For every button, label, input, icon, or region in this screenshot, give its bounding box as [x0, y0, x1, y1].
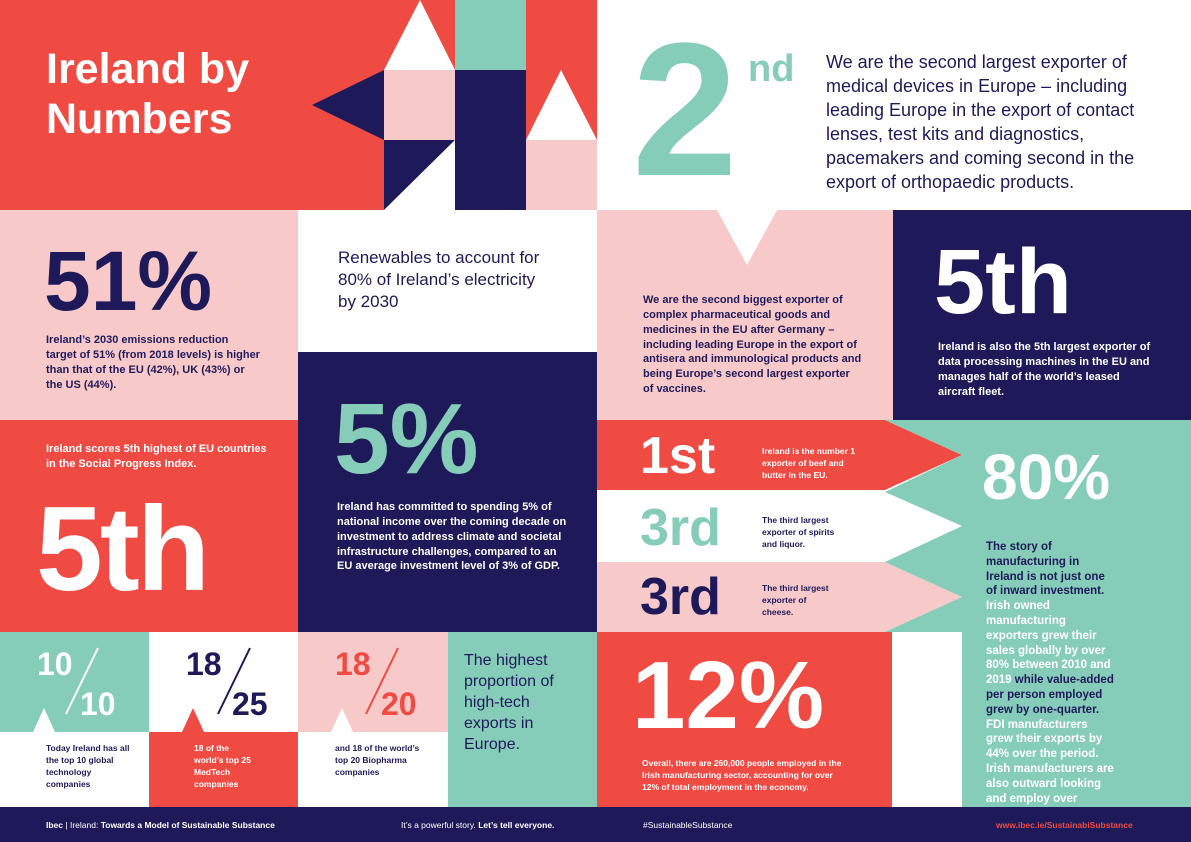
pharma-text: We are the second biggest exporter of co… [643, 294, 862, 396]
biopharma-text-panel [298, 732, 448, 807]
employment-value: 12% [632, 642, 825, 749]
medical-devices-panel [597, 0, 1191, 210]
biopharma-text: and 18 of the world’s top 20 Biopharma c… [335, 743, 420, 777]
renewables-panel [298, 210, 597, 352]
pharma-pointer [717, 210, 777, 265]
social-panel [0, 420, 298, 632]
social-text: Ireland scores 5th highest of EU countri… [46, 443, 267, 470]
manufacturing-panel [962, 420, 1191, 807]
renewables-text: Renewables to account for 80% of Ireland… [338, 248, 540, 311]
footer-tagline: It’s a powerful story. Let’s tell everyo… [401, 820, 555, 830]
medtech-slash [217, 647, 251, 715]
biopharma-denominator: 20 [381, 686, 417, 722]
footer-bar [0, 807, 1191, 842]
medtech-numerator: 18 [186, 646, 222, 682]
tech-denominator: 10 [80, 686, 116, 722]
investment-panel [298, 352, 597, 632]
export-text-2: The third largest exporter of spirits an… [762, 515, 835, 549]
medtech-text-panel [149, 732, 298, 807]
export-text-1: Ireland is the number 1 exporter of beef… [762, 446, 856, 480]
data-machines-value: 5th [934, 231, 1072, 333]
export-rank-2: 3rd [640, 499, 721, 557]
biopharma-fraction-panel [298, 632, 448, 732]
manufacturing-arrow-fill [885, 420, 963, 632]
footer-url-link[interactable]: www.ibec.ie/SustainabiSubstance [996, 820, 1133, 830]
biopharma-slash [365, 647, 399, 715]
hightech-panel [448, 632, 597, 807]
footer-hashtag: #SustainableSubstance [643, 820, 733, 830]
medtech-pointer [182, 708, 204, 732]
employment-text: Overall, there are 260,000 people employ… [642, 758, 842, 792]
hightech-text: The highest proportion of high-tech expo… [464, 652, 554, 753]
data-machines-text: Ireland is also the 5th largest exporter… [938, 341, 1151, 398]
employment-panel [597, 632, 892, 807]
tech-text: Today Ireland has all the top 10 global … [46, 743, 130, 789]
manufacturing-value: 80% [982, 441, 1111, 513]
medical-rank-suffix: nd [748, 48, 795, 90]
export-rank-1: 1st [640, 427, 716, 485]
investment-text: Ireland has committed to spending 5% of … [337, 501, 567, 573]
export-text-3: The third largest exporter of cheese. [762, 583, 829, 617]
medtech-text: 18 of the world’s top 25 MedTech compani… [194, 743, 251, 789]
tech-fraction-panel [0, 632, 149, 732]
data-machines-panel [893, 210, 1191, 420]
export-arrows [597, 420, 962, 632]
tech-numerator: 10 [37, 646, 73, 682]
tech-text-panel [0, 732, 149, 807]
medical-text: We are the second largest exporter of me… [826, 52, 1135, 192]
tech-pointer [33, 708, 55, 732]
footer-brand: Ibec | Ireland: Towards a Model of Susta… [46, 820, 275, 830]
manufacturing-text: The story of manufacturing in Ireland is… [986, 541, 1114, 842]
biopharma-pointer [331, 708, 353, 732]
export-rank-3: 3rd [640, 568, 721, 626]
emissions-value: 51% [44, 234, 213, 328]
medtech-denominator: 25 [232, 686, 268, 722]
page-title: Ireland by Numbers [46, 45, 250, 143]
geometric-mosaic [312, 0, 597, 210]
tech-slash [65, 647, 99, 715]
emissions-text: Ireland’s 2030 emissions reduction targe… [46, 334, 260, 391]
medical-rank: 2 [632, 4, 738, 216]
social-value: 5th [36, 482, 210, 616]
emissions-panel [0, 210, 298, 420]
investment-value: 5% [334, 383, 479, 495]
biopharma-numerator: 18 [335, 646, 371, 682]
medtech-fraction-panel [149, 632, 298, 732]
